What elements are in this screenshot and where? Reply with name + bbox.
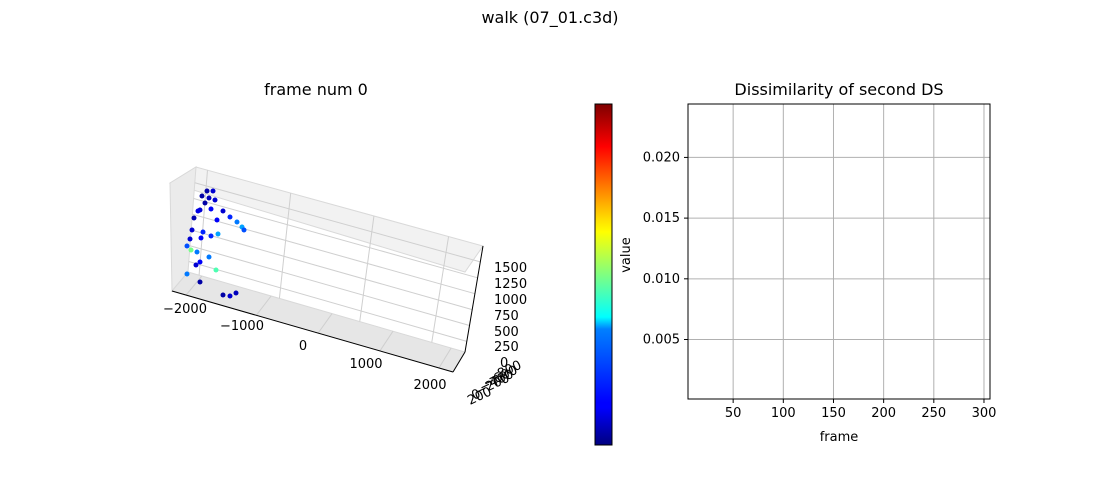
scatter-point [200, 229, 206, 235]
z-axis-line [464, 245, 484, 353]
z-tick-label: 500 [494, 325, 519, 340]
x-tick-label: 250 [921, 406, 946, 421]
scatter-point [204, 188, 210, 194]
figure-suptitle: walk (07_01.c3d) [481, 8, 619, 27]
x-tick-label: 50 [725, 406, 742, 421]
scatter-point [220, 208, 226, 214]
grid-line [192, 213, 476, 295]
scatter-point [212, 197, 218, 203]
grid-line [379, 330, 394, 352]
grid-line [193, 198, 478, 279]
z-tick-label: 1000 [494, 293, 527, 308]
z-tick-label: 1500 [494, 261, 527, 276]
scatter-point [234, 219, 240, 225]
colorbar-label: value [619, 237, 634, 273]
x-tick-label: 2000 [413, 378, 446, 393]
grid-line [194, 182, 481, 263]
scatter-point [206, 254, 212, 260]
scatter-point [189, 227, 195, 233]
scatter-point [199, 193, 205, 199]
z-tick-label: 250 [494, 340, 519, 355]
scatter-point [191, 215, 197, 221]
scatter3d-points [184, 188, 247, 299]
y-tick-label: 0.005 [643, 333, 680, 348]
grid-line [185, 275, 203, 296]
line-plot-frame [687, 103, 991, 400]
scatter-point [184, 271, 190, 277]
z-tick-label: 750 [494, 309, 519, 324]
line-plot-area [688, 104, 990, 399]
scatter-point [220, 292, 226, 298]
y-tick-label: 0.020 [643, 150, 680, 165]
y-tick-label: 0.015 [643, 211, 680, 226]
line-title: Dissimilarity of second DS [734, 80, 943, 99]
y-tick-label: 0.010 [643, 272, 680, 287]
scatter-point [197, 259, 203, 265]
x-tick-label: 0 [299, 339, 307, 354]
grid-line [438, 347, 452, 369]
scatter-point [208, 233, 214, 239]
line-xlabel: frame [820, 430, 859, 445]
ticks-2d: 50 100 150 200 250 300 0.005 0.010 0.015 0.020 [643, 150, 997, 421]
scatter-point [206, 195, 212, 201]
scatter-point [187, 236, 193, 242]
grid-line [198, 170, 208, 276]
x-tick-label: 100 [771, 406, 796, 421]
grid-line [431, 236, 450, 343]
scatter-point [202, 200, 208, 206]
grid-line [278, 193, 292, 299]
scatter-point [241, 227, 247, 233]
grid-2d [688, 104, 990, 399]
x-tick-label: 300 [972, 406, 997, 421]
scatter-point [227, 293, 233, 299]
scatter-point [213, 267, 219, 273]
grid-line [255, 295, 272, 316]
line-subplot: Dissimilarity of second DS 50 100 150 200 25… [643, 80, 997, 445]
x-tick-label: 150 [821, 406, 846, 421]
scatter-point [197, 279, 203, 285]
grid-3d [185, 170, 481, 369]
z-tick-label: 1250 [494, 277, 527, 292]
scatter-point [210, 188, 216, 194]
x-axis-line [171, 290, 454, 373]
grid-line [359, 215, 375, 322]
scatter-point [227, 214, 233, 220]
scatter-point [215, 231, 221, 237]
grid-line [189, 245, 470, 326]
scatter3d-title: frame num 0 [264, 80, 368, 99]
scatter-point [208, 206, 214, 212]
grid-line [191, 229, 473, 311]
z-tick-label: 0 [500, 356, 508, 371]
x-tick-label: −1000 [220, 319, 264, 334]
scatter-point [195, 208, 201, 214]
colorbar: value [594, 103, 634, 446]
grid-line [188, 261, 467, 342]
scatter-point [198, 235, 204, 241]
x-tick-label: 1000 [349, 357, 382, 372]
scatter-point [193, 262, 199, 268]
scatter3d-subplot: frame num 0 −2000−1000010002000025050075… [163, 80, 527, 409]
floor-pane [171, 271, 466, 373]
y-axis-line [452, 351, 466, 373]
x-tick-label: −2000 [163, 302, 207, 317]
scatter-point [233, 290, 239, 296]
scatter-point [214, 217, 220, 223]
scatter-point [188, 247, 194, 253]
x-tick-label: 200 [871, 406, 896, 421]
colorbar-gradient [594, 103, 613, 446]
scatter-point [194, 249, 200, 255]
scatter-point [184, 243, 190, 249]
grid-line [317, 313, 333, 334]
